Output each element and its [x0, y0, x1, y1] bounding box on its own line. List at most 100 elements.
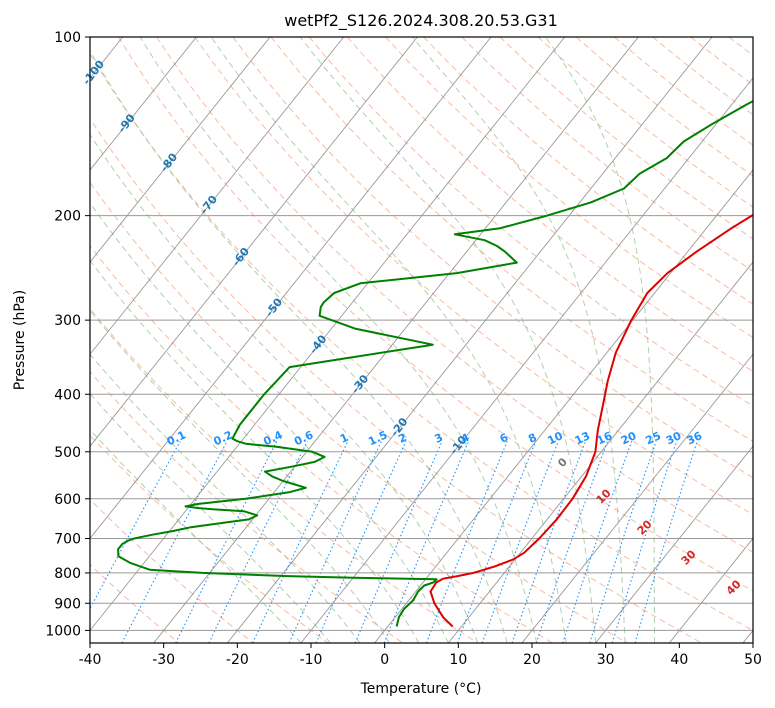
dry-adiabat-line [90, 181, 628, 643]
mixing-ratio-line [511, 441, 587, 643]
mixing-ratio-line [535, 441, 609, 643]
x-tick-label: 30 [597, 652, 615, 668]
moist-adiabat-line [90, 353, 361, 643]
mixing-ratio-label: 10 [545, 429, 565, 447]
dry-adiabat-line [385, 37, 753, 339]
y-tick-label: 100 [54, 30, 81, 46]
dry-adiabat-line [537, 37, 753, 208]
y-tick-label: 400 [54, 387, 81, 403]
y-tick-label: 900 [54, 596, 81, 612]
mixing-ratio-line [354, 441, 443, 643]
pressure-gridlines [90, 36, 753, 631]
isotherm-line [742, 629, 753, 643]
moist-adiabat-line [90, 259, 420, 643]
sounding-lines [117, 99, 753, 628]
mixing-ratio-label: 0.1 [165, 428, 188, 448]
isotherm-line [90, 37, 492, 540]
x-tick-label: 40 [670, 652, 688, 668]
y-tick-label: 600 [54, 492, 81, 508]
moist-adiabat-line [90, 49, 508, 643]
dry-adiabat-line [499, 37, 753, 240]
moist-adiabat-line [210, 37, 567, 643]
x-axis-ticks: -40 -30 -20 -10 0 10 20 30 40 50 [79, 643, 762, 668]
isotherm-line [153, 37, 639, 643]
mixing-ratio-label: 1.5 [366, 428, 389, 448]
moist-adiabat-label: 40 [724, 577, 744, 597]
y-axis-ticks: 100 200 300 400 500 600 700 800 900 1000 [45, 30, 90, 639]
y-axis-label: Pressure (hPa) [12, 290, 28, 390]
y-tick-label: 800 [54, 566, 81, 582]
isotherm-line [90, 37, 197, 171]
dry-adiabat-line [90, 371, 404, 643]
isotherm-line [90, 37, 345, 355]
isotherm-line [521, 353, 753, 643]
temperature-line [429, 213, 753, 628]
mixing-ratio-line [611, 441, 678, 643]
y-tick-label: 200 [54, 209, 81, 225]
reference-lines [90, 37, 753, 643]
isotherm-line [447, 261, 753, 643]
plot-frame [89, 36, 754, 644]
dry-adiabat-line [90, 244, 553, 643]
mixing-ratio-line [90, 441, 181, 610]
mixing-ratio-line [456, 441, 537, 643]
x-tick-label: 0 [380, 652, 389, 668]
x-tick-label: 20 [523, 652, 541, 668]
reference-labels: -100-90-80-70-60-50-40-30-20-100.1 0.2 0.4… [80, 58, 744, 598]
mixing-ratio-label: 13 [573, 429, 592, 447]
mixing-ratio-label: 1 [338, 431, 350, 446]
moist-adiabat-line [90, 309, 390, 643]
mixing-ratio-line [589, 441, 657, 643]
isotherm-line [90, 37, 271, 263]
mixing-ratio-line [121, 441, 228, 643]
isotherm-line [90, 37, 418, 447]
moist-adiabat-label: 30 [679, 547, 699, 567]
mixing-ratio-line [315, 441, 407, 643]
mixing-ratio-line [562, 441, 633, 643]
mixing-ratio-label: 36 [685, 429, 705, 447]
dry-adiabat-line [156, 37, 753, 553]
x-tick-label: 10 [449, 652, 467, 668]
dry-adiabat-line [194, 37, 753, 516]
dry-adiabat-line [117, 37, 753, 592]
mixing-ratio-label: 30 [664, 429, 684, 447]
dry-adiabat-line [270, 37, 753, 443]
mixing-ratio-line [383, 441, 470, 643]
x-tick-label: -30 [152, 652, 175, 668]
dry-adiabat-line [90, 117, 702, 643]
mixing-ratio-label: 25 [644, 429, 663, 447]
moist-adiabat-line [90, 428, 302, 643]
mixing-ratio-line [208, 441, 308, 643]
chart-title: wetPf2_S126.2024.308.20.53.G31 [284, 11, 558, 31]
isotherm-label: -40 [307, 332, 330, 356]
dry-adiabat-line [652, 37, 753, 116]
dewpoint-line [117, 99, 753, 627]
moist-adiabat-label: 20 [635, 517, 655, 537]
x-axis-label: Temperature (°C) [360, 681, 482, 697]
x-tick-label: 50 [744, 652, 762, 668]
y-tick-label: 700 [54, 532, 81, 548]
mixing-ratio-line [288, 441, 382, 643]
isotherm-line [90, 37, 566, 632]
x-tick-label: -20 [226, 652, 249, 668]
dry-adiabat-line [690, 37, 753, 86]
y-tick-label: 1000 [45, 623, 81, 639]
x-tick-label: -40 [79, 652, 102, 668]
dry-adiabat-line [90, 434, 329, 643]
dry-adiabat-line [423, 37, 753, 305]
dry-adiabat-line [90, 307, 478, 643]
isotherm-line [300, 77, 753, 643]
moist-adiabat-label: 10 [594, 486, 614, 506]
isotherm-line [374, 169, 753, 643]
isotherm-line [595, 445, 753, 643]
moist-adiabat-line [544, 37, 655, 643]
moist-adiabat-line [90, 133, 479, 643]
moist-adiabat-line [90, 202, 449, 643]
mixing-ratio-line [634, 441, 698, 643]
isotherm-label: -50 [263, 295, 286, 319]
moist-adiabat-line [411, 37, 626, 643]
x-tick-label: -10 [300, 652, 323, 668]
dry-adiabat-line [232, 37, 753, 479]
